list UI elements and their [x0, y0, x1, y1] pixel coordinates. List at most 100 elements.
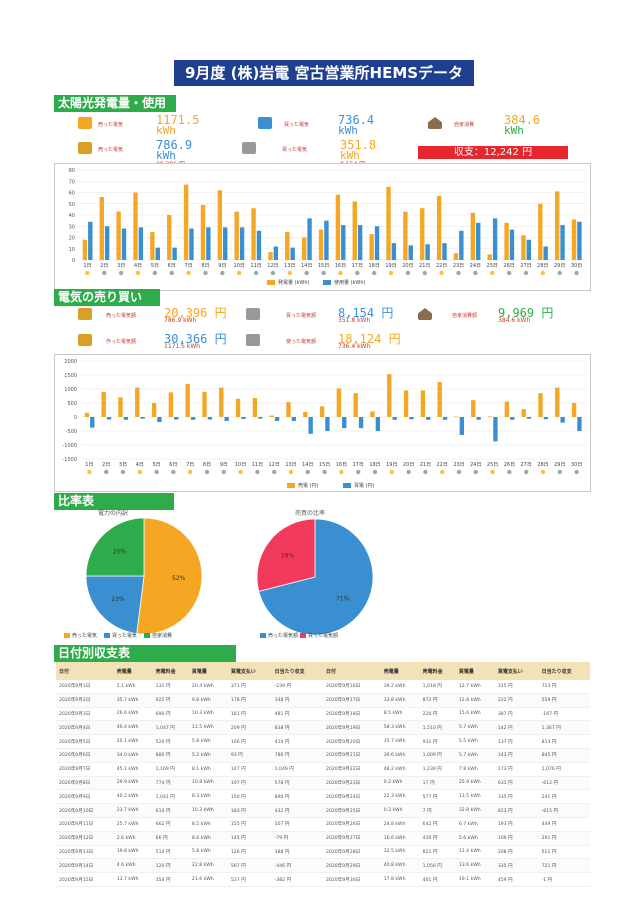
- table-cell: 2020年9月13日: [56, 845, 114, 860]
- table-row: 2020年9月1日 5.1 kWh 131 円 20.4 kWh 371 円 -239 円…: [56, 680, 590, 694]
- table-cell: 220 円: [419, 707, 456, 722]
- x-tick-label: 11日: [250, 263, 261, 269]
- legend-label: 発電量 (kWh): [278, 279, 310, 286]
- y-tick-label: 2000: [64, 359, 77, 365]
- x-tick-label: 11日: [252, 462, 263, 468]
- table-cell: 507 円: [271, 817, 323, 832]
- table-row: 2020年9月15日 13.7 kWh 354 円 21.6 kWh 537 円 -382…: [56, 872, 590, 887]
- weather-icon: [288, 469, 294, 475]
- table-header-row: 日付 売電量 売電料金 買電量 買電支払い 日当たり収支 日付 売電量 売電料金 買電量 買電支払い…: [56, 662, 590, 680]
- weather-icon: [171, 469, 176, 475]
- weather-icon: [524, 469, 529, 475]
- table-cell: 2020年9月30日: [322, 872, 381, 887]
- balance-badge: 収支：12,242 円: [418, 146, 568, 159]
- bar-series-1: [504, 222, 509, 260]
- x-tick-label: 5日: [153, 462, 161, 468]
- bar-series-2: [409, 417, 414, 420]
- weather-icon: [456, 270, 461, 276]
- pie-data-label: 29%: [281, 553, 295, 560]
- weather-icon: [220, 270, 225, 276]
- weather-icon: [540, 469, 546, 475]
- table-cell: 872 円: [419, 693, 456, 708]
- table-cell: 631 円: [494, 776, 539, 791]
- x-tick-label: 24日: [470, 263, 481, 269]
- x-tick-label: 6日: [168, 263, 176, 269]
- table-cell: 193 円: [494, 817, 539, 832]
- y-tick-label: 20: [69, 236, 75, 242]
- bar-series-1: [386, 186, 391, 260]
- weather-icon: [137, 469, 142, 475]
- x-tick-label: 20日: [402, 263, 413, 269]
- bar-series-2: [207, 417, 213, 420]
- x-tick-label: 2日: [100, 263, 108, 269]
- table-header-cell: 売電料金: [152, 662, 189, 680]
- bar-series-1: [150, 231, 155, 260]
- table-cell: 5.1 kWh: [113, 680, 153, 694]
- x-tick-label: 23日: [453, 462, 464, 468]
- table-row: 2020年9月9日 40.2 kWh 1,041 円 8.3 kWh 150 円 890 …: [56, 789, 590, 805]
- table-cell: 2020年9月21日: [322, 748, 381, 763]
- house-icon: [418, 308, 432, 320]
- weather-icon: [188, 469, 193, 475]
- table-cell: 2020年9月2日: [56, 693, 114, 708]
- bar-series-1: [303, 411, 308, 417]
- weather-icon: [423, 469, 428, 475]
- weather-icon: [238, 469, 243, 475]
- bar-series-2: [241, 417, 246, 419]
- bar-series-2: [577, 221, 582, 260]
- pie-slice: [136, 517, 203, 635]
- table-cell: 2020年9月3日: [56, 707, 114, 722]
- table-header-cell: 日付: [56, 662, 114, 680]
- bar-series-1: [167, 215, 172, 260]
- weather-icon: [372, 469, 378, 475]
- weather-icon: [203, 270, 208, 276]
- legend-label: 売電 (円): [298, 482, 319, 489]
- bar-series-2: [172, 247, 177, 260]
- table-header-cell: 売電量: [113, 662, 153, 680]
- table-cell: -1 円: [538, 872, 590, 887]
- table-cell: 106 円: [227, 734, 272, 749]
- x-tick-label: 28日: [537, 462, 548, 468]
- pie-data-label: 52%: [172, 575, 186, 582]
- table-cell: 0.2 kWh: [380, 776, 420, 791]
- pie-slice: [258, 518, 374, 636]
- bar-series-2: [493, 417, 498, 442]
- x-tick-label: 29日: [554, 462, 565, 468]
- table-cell: 26.6 kWh: [113, 707, 153, 722]
- table-cell: 6.7 kWh: [455, 817, 495, 832]
- x-tick-label: 24日: [470, 462, 481, 468]
- pie-slice: [85, 517, 145, 577]
- weather-icon: [422, 270, 427, 276]
- x-tick-label: 12日: [267, 263, 278, 269]
- x-tick-label: 9日: [218, 263, 226, 269]
- x-tick-label: 16日: [336, 462, 347, 468]
- x-tick-label: 30日: [571, 263, 582, 269]
- table-header-cell: 日付: [322, 662, 381, 680]
- cart-icon: [242, 142, 256, 154]
- table-cell: 137 円: [494, 734, 539, 749]
- x-tick-label: 27日: [520, 263, 531, 269]
- table-cell: 155 円: [227, 817, 272, 832]
- table-cell: 19.1 kWh: [455, 872, 495, 887]
- bar-series-2: [408, 245, 413, 260]
- weather-icon: [574, 270, 579, 276]
- pie-legend-swatch: [104, 633, 110, 638]
- bar-series-2: [392, 417, 397, 420]
- table-cell: 520 円: [152, 734, 189, 749]
- bar-series-2: [189, 228, 194, 260]
- table-cell: 642 円: [419, 817, 456, 832]
- x-tick-label: 25日: [487, 263, 498, 269]
- table-cell: 931 円: [419, 734, 456, 749]
- weather-icon: [540, 270, 546, 276]
- table-cell: 209 円: [227, 720, 272, 736]
- x-tick-label: 2日: [102, 462, 110, 468]
- table-cell: 838 円: [271, 720, 323, 736]
- table-row: 2020年9月13日 19.8 kWh 514 円 5.8 kWh 126 円 388 円…: [56, 845, 590, 860]
- table-cell: 823 円: [494, 803, 539, 818]
- table-cell: 2020年9月26日: [322, 817, 381, 832]
- table-cell: 315 円: [494, 680, 539, 694]
- bar-series-1: [387, 374, 392, 417]
- bar-series-2: [543, 417, 549, 420]
